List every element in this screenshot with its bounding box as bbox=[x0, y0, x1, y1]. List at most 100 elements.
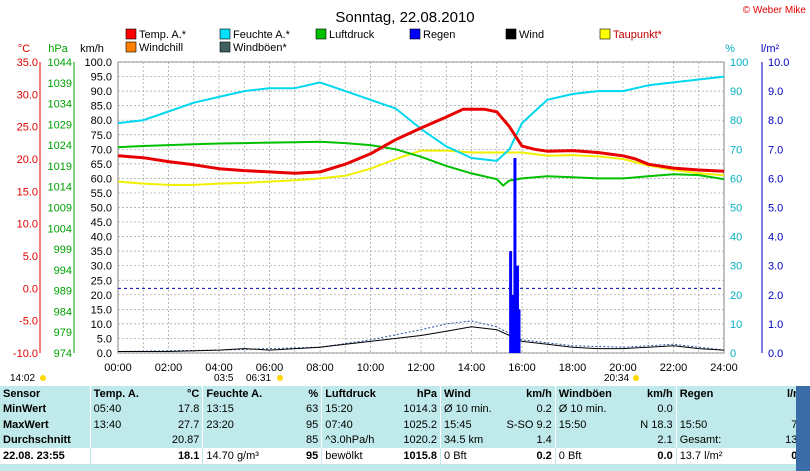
x-tick-label: 10:00 bbox=[357, 362, 385, 374]
table-cell: 85 bbox=[270, 432, 323, 448]
pressure-unit-label: hPa bbox=[48, 43, 68, 55]
x-tick-label: 16:00 bbox=[508, 362, 536, 374]
wind-tick-label: 90.0 bbox=[91, 86, 112, 98]
pressure-tick-label: 1029 bbox=[48, 119, 72, 131]
wind-tick-label: 0.0 bbox=[97, 348, 112, 360]
x-tick-label: 24:00 bbox=[710, 362, 738, 374]
temp-unit-label: °C bbox=[18, 43, 30, 55]
rain-tick-label: 9.0 bbox=[768, 86, 783, 98]
table-cell: 27.7 bbox=[151, 417, 204, 433]
legend-label: Temp. A.* bbox=[139, 29, 187, 41]
humidity-tick-label: 90 bbox=[730, 86, 742, 98]
sun-marker bbox=[633, 375, 639, 381]
wind-tick-label: 10.0 bbox=[91, 319, 112, 331]
wind-tick-label: 80.0 bbox=[91, 115, 112, 127]
pressure-tick-label: 1009 bbox=[48, 203, 72, 215]
temp-tick-label: -10.0 bbox=[13, 348, 38, 360]
pressure-tick-label: 1044 bbox=[48, 57, 72, 69]
marker-label: 06:31 bbox=[246, 373, 271, 384]
pressure-tick-label: 1034 bbox=[48, 99, 72, 111]
x-tick-label: 12:00 bbox=[407, 362, 435, 374]
rain-tick-label: 5.0 bbox=[768, 203, 783, 215]
pressure-tick-label: 994 bbox=[54, 265, 72, 277]
chart-legend: Temp. A.* Feuchte A.* Luftdruck Regen Wind Ta… bbox=[125, 28, 663, 54]
table-cell: 0.0 bbox=[616, 401, 677, 417]
wind-tick-label: 55.0 bbox=[91, 188, 112, 200]
table-cell: Ø 10 min. bbox=[558, 403, 607, 416]
x-tick-label: 04:00 bbox=[205, 362, 233, 374]
table-cell: 14.70 g/m³ bbox=[202, 448, 271, 464]
wind-tick-label: 65.0 bbox=[91, 159, 112, 171]
temp-tick-label: 25.0 bbox=[17, 122, 38, 134]
series-line bbox=[117, 75, 725, 162]
wind-tick-label: 40.0 bbox=[91, 232, 112, 244]
row-label: Durchschnitt bbox=[0, 432, 91, 448]
time-markers: 14:02 03:5 06:31 20:34 bbox=[10, 373, 639, 384]
table-cell: 15:50 bbox=[679, 418, 708, 431]
chart-grid bbox=[117, 61, 725, 354]
table-cell: 20.87 bbox=[151, 432, 204, 448]
rain-tick-label: 7.0 bbox=[768, 144, 783, 156]
rain-tick-label: 10.0 bbox=[768, 57, 789, 69]
table-cell: 1.4 bbox=[497, 432, 556, 448]
x-tick-label: 18:00 bbox=[559, 362, 587, 374]
table-cell: 15:20 bbox=[325, 403, 353, 416]
table-header-cell: Feuchte A. bbox=[206, 387, 263, 400]
table-cell: 34.5 km bbox=[444, 434, 484, 447]
pressure-tick-label: 1014 bbox=[48, 182, 72, 194]
humidity-tick-label: 20 bbox=[730, 290, 742, 302]
wind-tick-label: 45.0 bbox=[91, 217, 112, 229]
series-line bbox=[117, 140, 725, 187]
table-cell: 0 Bft bbox=[440, 448, 498, 464]
table-header-cell: Sensor bbox=[0, 386, 91, 402]
right-axes: 100908070605040302010010.09.08.07.06.05.… bbox=[730, 57, 789, 360]
humidity-tick-label: 70 bbox=[730, 144, 742, 156]
legend-swatch bbox=[599, 28, 611, 40]
table-cell: 05:40 bbox=[93, 403, 122, 416]
table-header-cell: °C bbox=[151, 386, 204, 402]
legend-swatch bbox=[409, 28, 421, 40]
table-cell: 13:40 bbox=[93, 418, 122, 431]
table-header-cell: km/h bbox=[616, 386, 677, 402]
table-cell: 1014.3 bbox=[377, 401, 442, 417]
left-axes: 35.0 30.0 25.0 20.0 15.0 10.0 5.0 0.0 -5.0 -10.0 1… bbox=[13, 57, 112, 360]
table-cell: 13.7 l/m² bbox=[676, 448, 738, 464]
table-cell: 2.1 bbox=[616, 432, 677, 448]
table-header-cell: Temp. A. bbox=[93, 387, 139, 400]
table-cell: Ø 10 min. bbox=[444, 403, 492, 416]
rain-bar bbox=[509, 251, 513, 353]
x-tick-label: 22:00 bbox=[660, 362, 688, 374]
table-cell: 23:20 bbox=[206, 418, 234, 431]
rain-tick-label: 6.0 bbox=[768, 173, 783, 185]
rain-bar bbox=[517, 309, 521, 353]
table-cell: 07:40 bbox=[325, 418, 353, 431]
legend-swatch bbox=[125, 41, 137, 53]
table-cell: N 18.3 bbox=[616, 417, 677, 433]
table-cell: ^3.0hPa/h bbox=[325, 434, 375, 447]
legend-label: Luftdruck bbox=[329, 29, 375, 41]
table-cell: 0.0 bbox=[616, 448, 677, 464]
rain-tick-label: 1.0 bbox=[768, 319, 783, 331]
sun-marker bbox=[277, 375, 283, 381]
humidity-unit-label: % bbox=[725, 43, 735, 55]
table-cell: 1025.2 bbox=[377, 417, 442, 433]
wind-tick-label: 60.0 bbox=[91, 173, 112, 185]
wind-tick-label: 50.0 bbox=[91, 203, 112, 215]
temp-tick-label: 0.0 bbox=[23, 283, 38, 295]
legend-swatch bbox=[505, 28, 517, 40]
sun-marker bbox=[40, 375, 46, 381]
table-header-cell: km/h bbox=[497, 386, 556, 402]
rain-tick-label: 8.0 bbox=[768, 115, 783, 127]
legend-label: Wind bbox=[519, 29, 544, 41]
rain-unit-label: l/m² bbox=[761, 43, 780, 55]
legend-swatch bbox=[125, 28, 137, 40]
wind-unit-label: km/h bbox=[80, 43, 104, 55]
legend-label: Windchill bbox=[139, 42, 183, 54]
table-cell: 95 bbox=[270, 448, 323, 464]
wind-tick-label: 20.0 bbox=[91, 290, 112, 302]
chart-title: Sonntag, 22.08.2010 bbox=[335, 9, 474, 26]
humidity-tick-label: 80 bbox=[730, 115, 742, 127]
rain-tick-label: 3.0 bbox=[768, 261, 783, 273]
humidity-tick-label: 0 bbox=[730, 348, 736, 360]
table-cell: 1020.2 bbox=[377, 432, 442, 448]
